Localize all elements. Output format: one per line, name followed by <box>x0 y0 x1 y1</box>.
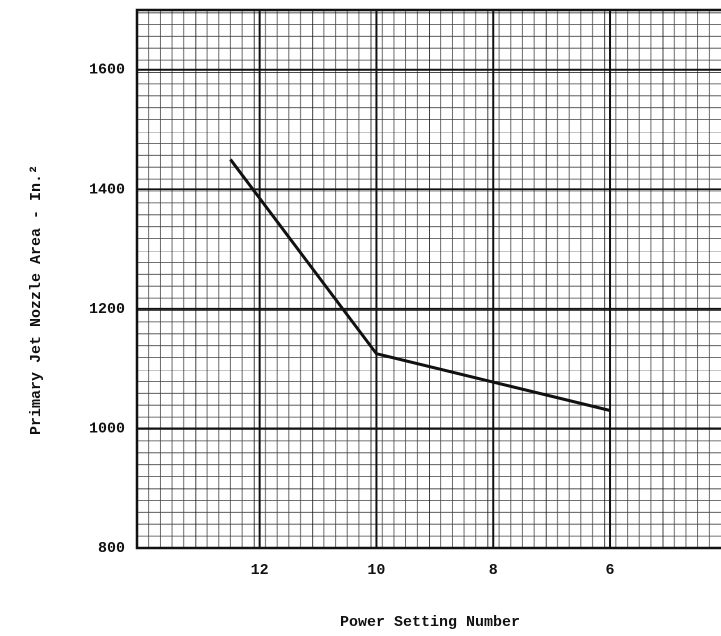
data-line <box>229 158 611 412</box>
x-tick-label: 12 <box>251 562 269 579</box>
y-tick-label: 1600 <box>89 62 125 79</box>
graph-paper <box>137 10 721 548</box>
y-tick-label: 1400 <box>89 181 125 198</box>
x-tick-label: 10 <box>367 562 385 579</box>
x-tick-label: 8 <box>489 562 498 579</box>
y-axis-label: Primary Jet Nozzle Area - In.² <box>28 165 45 435</box>
plot-frame <box>135 8 721 550</box>
x-axis-label: Power Setting Number <box>340 614 520 631</box>
x-tick-label: 6 <box>606 562 615 579</box>
y-tick-label: 1000 <box>89 420 125 437</box>
y-tick-label: 800 <box>98 540 125 557</box>
y-tick-label: 1200 <box>89 301 125 318</box>
